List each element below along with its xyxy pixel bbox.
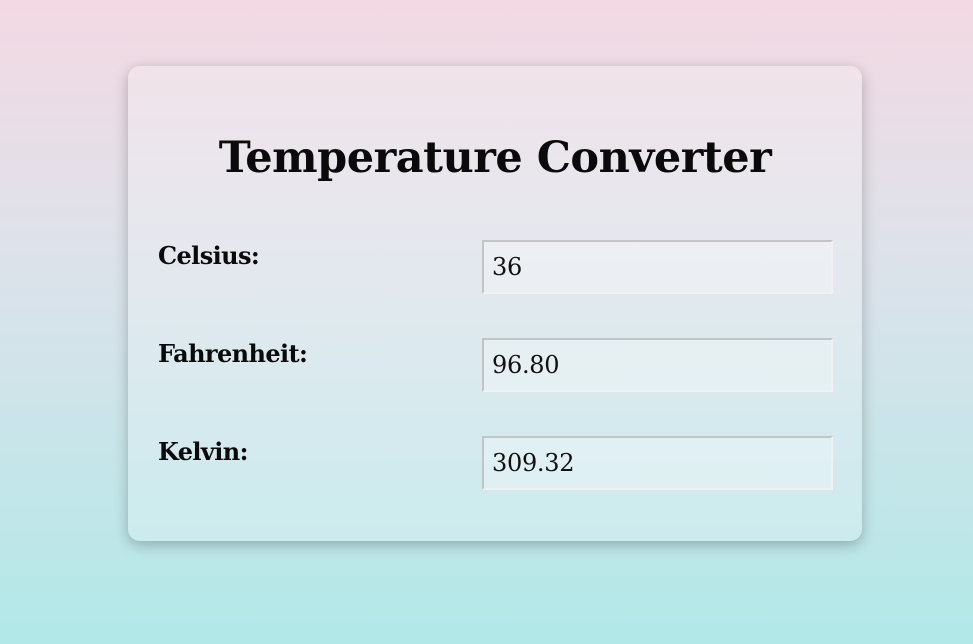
page-title: Temperature Converter [218, 133, 772, 183]
kelvin-label: Kelvin: [158, 437, 248, 466]
fahrenheit-input[interactable] [482, 338, 833, 392]
converter-card: Temperature Converter Celsius: Fahrenhei… [128, 66, 862, 541]
celsius-label: Celsius: [158, 241, 260, 270]
celsius-input[interactable] [482, 240, 833, 294]
fahrenheit-label: Fahrenheit: [158, 339, 308, 368]
kelvin-input[interactable] [482, 436, 833, 490]
